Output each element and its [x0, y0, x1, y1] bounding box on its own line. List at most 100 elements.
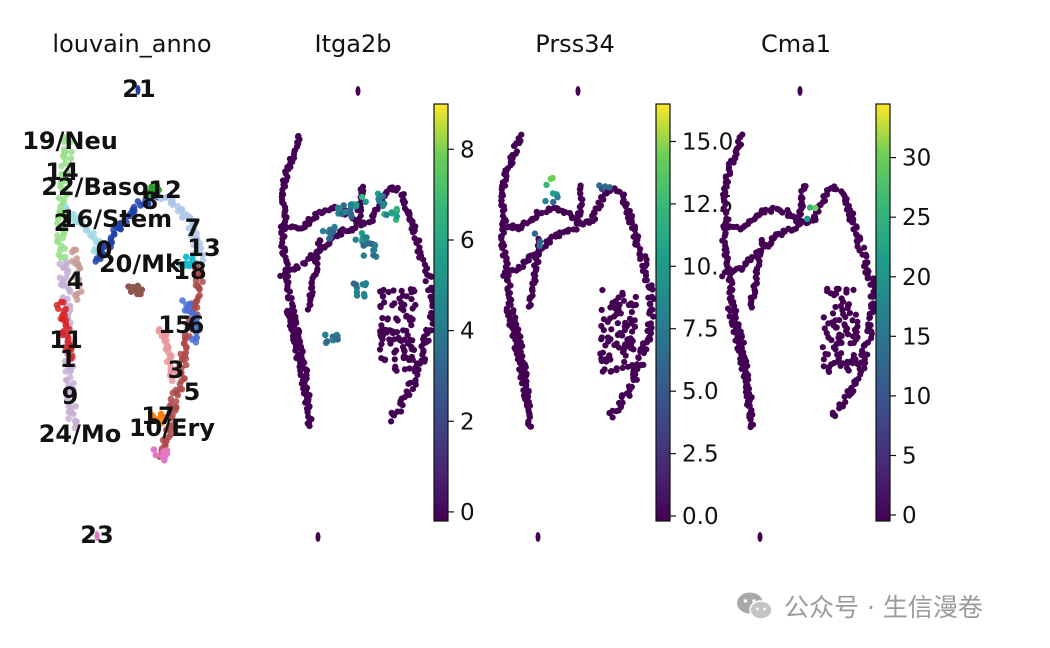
cell-point: [795, 212, 803, 219]
cell-point: [134, 198, 142, 205]
colorbar-tick-label: 0: [902, 503, 917, 529]
cell-point: [746, 402, 753, 409]
cell-point: [538, 210, 545, 217]
cell-point: [755, 212, 762, 219]
cell-point: [401, 352, 408, 360]
cell-point: [729, 321, 736, 328]
cell-point: [844, 331, 852, 338]
cell-point: [66, 326, 73, 333]
cell-point: [67, 367, 75, 375]
expression-points: [498, 86, 657, 542]
cell-point: [408, 343, 415, 350]
cell-point: [347, 210, 355, 218]
cell-point: [413, 239, 420, 247]
cluster-label: 12: [148, 176, 181, 204]
cell-point: [568, 213, 575, 220]
cell-point: [277, 272, 284, 279]
cell-point: [647, 301, 654, 308]
cell-point: [72, 218, 79, 226]
cell-point: [738, 358, 745, 365]
cell-point: [854, 323, 861, 330]
cell-point: [819, 344, 826, 351]
cell-point: [289, 328, 297, 335]
panel-itga2b: Itga2b 0 2 4 6 8: [277, 30, 475, 542]
cell-point: [631, 226, 638, 233]
cell-point: [304, 306, 311, 313]
cell-point: [531, 230, 539, 237]
cell-point: [599, 349, 607, 356]
cell-point: [130, 203, 138, 211]
panel-title: Prss34: [535, 30, 614, 58]
colorbar-tick-label: 25: [902, 205, 931, 231]
cell-point: [393, 315, 400, 322]
cell-point: [340, 202, 347, 209]
cell-point: [169, 389, 177, 397]
cell-point: [619, 291, 626, 298]
cell-point: [376, 346, 384, 353]
cell-point: [426, 313, 434, 320]
cell-point: [525, 303, 533, 310]
cell-point: [628, 309, 636, 316]
cell-point: [62, 320, 70, 328]
cell-point: [640, 349, 648, 357]
cluster-label: 4: [67, 267, 84, 295]
cell-point: [603, 357, 610, 364]
cell-point: [329, 228, 337, 236]
cell-point: [748, 304, 755, 311]
cell-point: [620, 347, 627, 354]
cell-point: [845, 301, 853, 308]
cell-point: [70, 379, 77, 387]
cell-point: [533, 213, 540, 220]
cell-point: [866, 315, 873, 322]
cell-point: [825, 368, 833, 375]
cell-point: [861, 244, 868, 251]
cell-point: [823, 191, 831, 198]
cell-point: [63, 206, 70, 213]
cell-point: [620, 297, 628, 304]
cell-point: [361, 293, 368, 300]
cell-point: [841, 393, 848, 400]
cell-point: [403, 312, 410, 319]
cell-point: [838, 350, 845, 357]
wechat-icon: [737, 592, 773, 620]
cell-point: [167, 414, 175, 422]
cell-point: [381, 200, 388, 207]
cell-point: [762, 206, 769, 213]
cell-point: [148, 183, 155, 191]
cell-point: [66, 288, 74, 296]
cell-point: [528, 286, 536, 293]
cell-point: [384, 315, 391, 322]
cell-point: [869, 309, 876, 316]
cell-point: [836, 405, 843, 412]
cell-point: [178, 386, 186, 393]
cell-point: [635, 233, 642, 240]
cell-point: [868, 335, 875, 342]
cell-point: [277, 223, 284, 230]
cell-point: [812, 204, 819, 212]
cell-point: [353, 292, 361, 299]
cell-point: [307, 252, 314, 259]
cell-point: [58, 329, 66, 337]
cell-point: [649, 286, 656, 293]
cell-point: [499, 245, 506, 252]
cluster-label: 19/Neu: [22, 127, 118, 155]
cell-point: [523, 401, 531, 408]
cell-point: [795, 221, 802, 228]
cell-point: [186, 308, 194, 315]
cluster-label: 3: [168, 356, 185, 384]
cell-point: [393, 213, 400, 220]
cell-point: [723, 210, 730, 217]
cell-point: [576, 219, 583, 226]
colorbar-tick-label: 0: [460, 500, 475, 526]
cell-point: [54, 305, 62, 313]
cell-point: [623, 390, 630, 397]
cell-point: [64, 190, 72, 197]
cell-point: [382, 356, 389, 363]
cell-point: [845, 367, 852, 374]
cell-point: [577, 190, 584, 197]
cell-point: [599, 287, 606, 294]
cluster-label: 21: [122, 75, 155, 103]
cell-point: [627, 342, 635, 349]
cell-point: [806, 204, 814, 211]
cell-point: [637, 256, 644, 263]
